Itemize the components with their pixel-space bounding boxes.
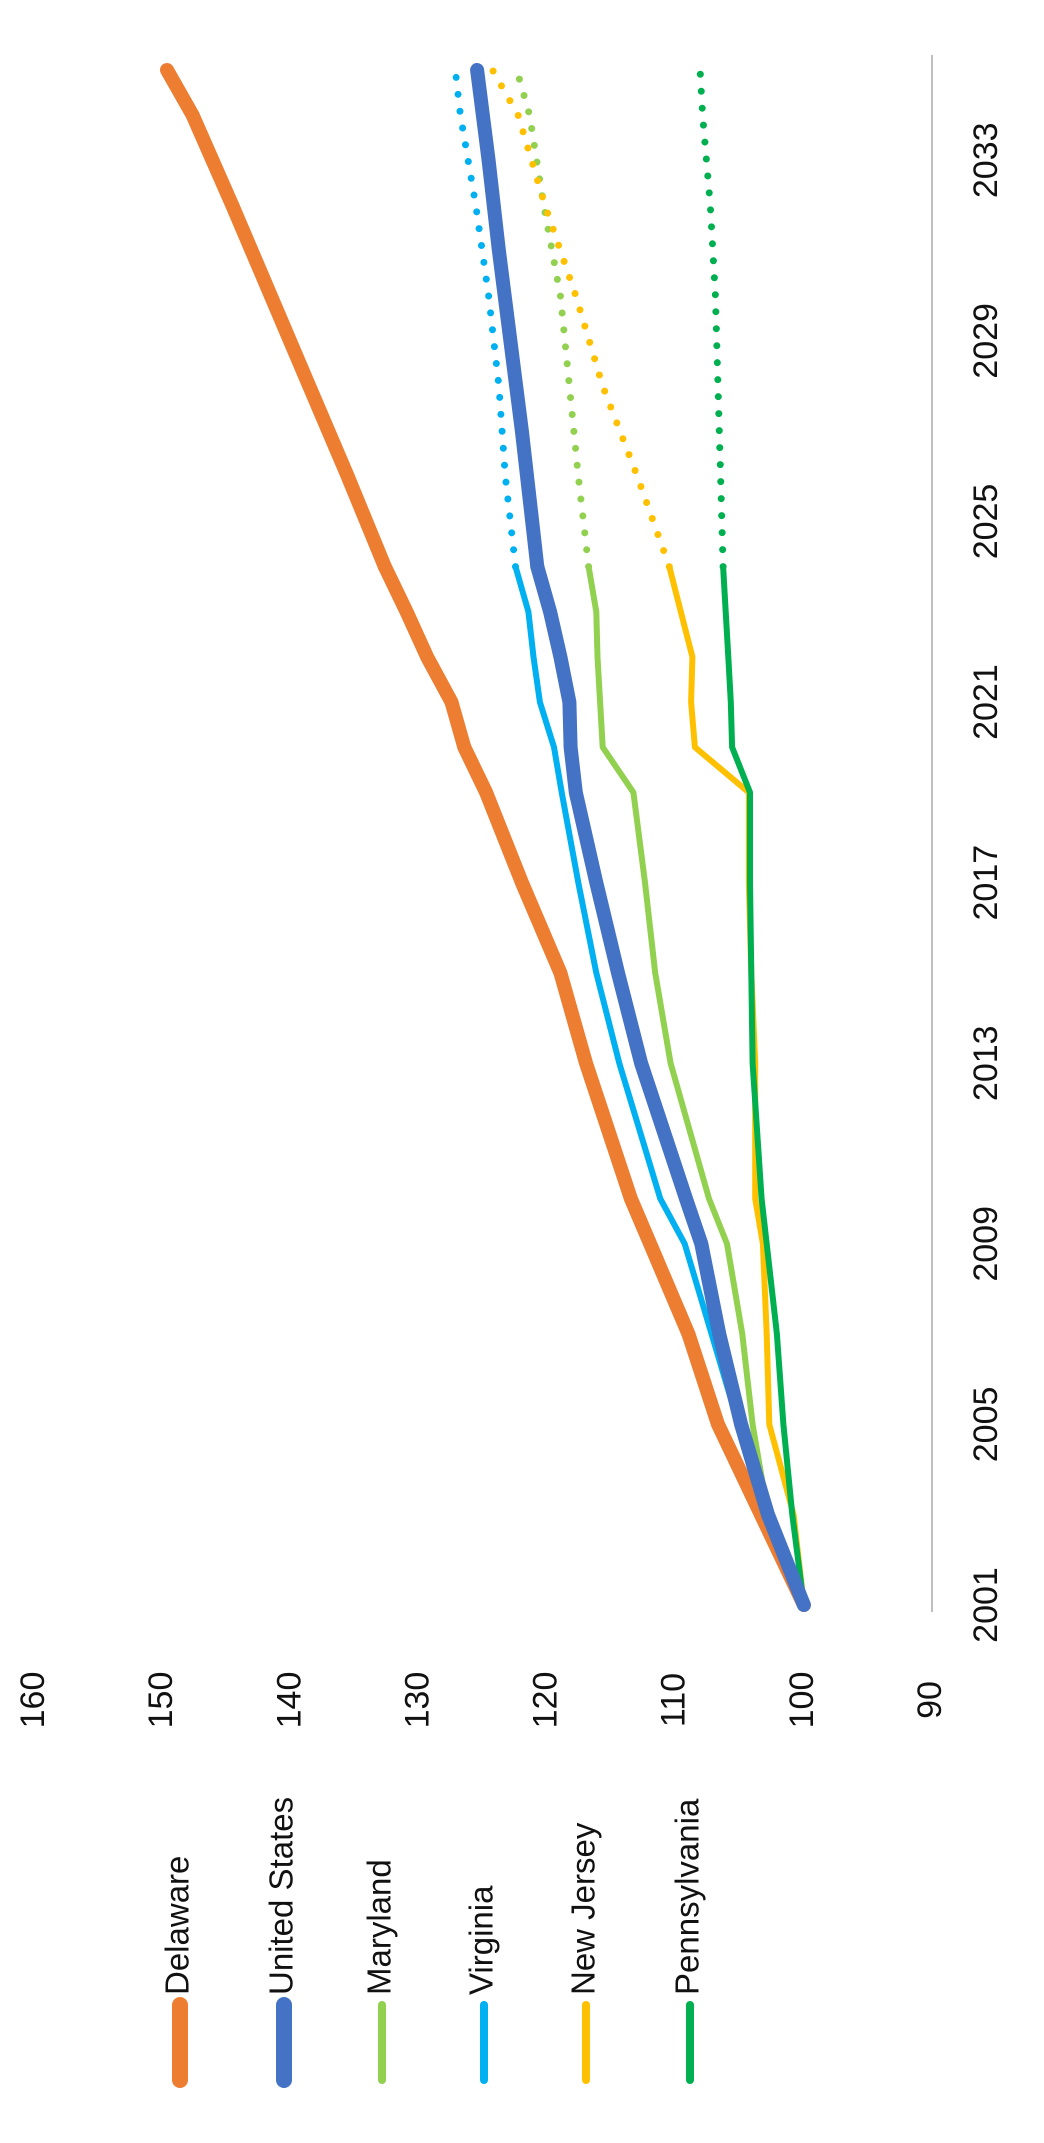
- series-line-delaware: [377, 559, 811, 1612]
- series-projection-virginia: [451, 66, 519, 571]
- series-projection-united-states: [470, 63, 545, 574]
- y-tick-label-160: 160: [14, 1672, 52, 1729]
- legend: Delaware United States Maryland Virginia New…: [159, 1797, 706, 2088]
- series-projection-maryland: [513, 66, 593, 571]
- legend-label-maryland: Maryland: [361, 1859, 398, 1995]
- series-projection-new-jersey: [489, 66, 673, 571]
- x-tick-label-2017: 2017: [967, 845, 1005, 921]
- x-tick-label-2025: 2025: [967, 484, 1005, 560]
- axes: 2001 2005 2009 2013 2017 2021 2025 2029 2033 90 10…: [14, 55, 1005, 1728]
- y-tick-label-110: 110: [655, 1673, 693, 1727]
- series-line-maryland: [585, 563, 807, 1608]
- series-projection-delaware: [160, 63, 392, 574]
- legend-label-virginia: Virginia: [463, 1885, 500, 1995]
- x-tick-label-2005: 2005: [967, 1387, 1005, 1463]
- y-tick-label-130: 130: [398, 1672, 436, 1729]
- series-projection-pennsylvania: [696, 66, 727, 571]
- y-tick-label-90: 90: [911, 1681, 949, 1719]
- y-tick-label-140: 140: [270, 1672, 308, 1729]
- legend-label-pennsylvania: Pennsylvania: [669, 1798, 706, 1995]
- plot-area: [160, 63, 811, 1612]
- series-line-pennsylvania: [720, 563, 807, 1608]
- y-tick-label-150: 150: [142, 1672, 180, 1729]
- y-tick-label-120: 120: [527, 1672, 565, 1729]
- x-tick-label-2013: 2013: [967, 1025, 1005, 1101]
- x-tick-label-2033: 2033: [967, 122, 1005, 198]
- x-tick-label-2021: 2021: [967, 664, 1005, 740]
- legend-label-new-jersey: New Jersey: [565, 1822, 602, 1995]
- x-tick-label-2029: 2029: [967, 303, 1005, 379]
- legend-label-united-states: United States: [263, 1797, 300, 1995]
- x-tick-label-2009: 2009: [967, 1206, 1005, 1282]
- series-line-united-states: [530, 559, 811, 1612]
- x-tick-label-2001: 2001: [967, 1567, 1005, 1643]
- series-line-virginia: [512, 563, 807, 1608]
- y-tick-label-100: 100: [783, 1672, 821, 1729]
- legend-label-delaware: Delaware: [159, 1856, 196, 1995]
